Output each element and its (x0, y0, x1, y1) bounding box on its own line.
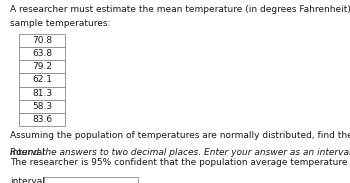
Text: 81.3: 81.3 (32, 89, 52, 98)
Text: 83.6: 83.6 (32, 115, 52, 124)
Text: .: . (140, 177, 143, 183)
FancyBboxPatch shape (19, 113, 65, 126)
Text: sample temperatures:: sample temperatures: (10, 19, 111, 28)
FancyBboxPatch shape (19, 73, 65, 87)
Text: 58.3: 58.3 (32, 102, 52, 111)
Text: interval.: interval. (10, 148, 51, 157)
FancyBboxPatch shape (19, 47, 65, 60)
FancyBboxPatch shape (19, 60, 65, 73)
Text: The researcher is 95% confident that the population average temperature is withi: The researcher is 95% confident that the… (10, 158, 350, 167)
Text: interval: interval (10, 177, 46, 183)
Text: Round the answers to two decimal places. Enter your answer as an interval of the: Round the answers to two decimal places.… (10, 148, 350, 157)
Text: 63.8: 63.8 (32, 49, 52, 58)
Text: 62.1: 62.1 (32, 75, 52, 85)
Text: A researcher must estimate the mean temperature (in degrees Fahrenheit) with the: A researcher must estimate the mean temp… (10, 5, 350, 14)
Text: Assuming the population of temperatures are normally distributed, find the 95% c: Assuming the population of temperatures … (10, 131, 350, 140)
FancyBboxPatch shape (19, 87, 65, 100)
FancyBboxPatch shape (19, 34, 65, 47)
Text: 79.2: 79.2 (32, 62, 52, 71)
FancyBboxPatch shape (19, 100, 65, 113)
Text: 70.8: 70.8 (32, 36, 52, 45)
FancyBboxPatch shape (44, 177, 138, 183)
